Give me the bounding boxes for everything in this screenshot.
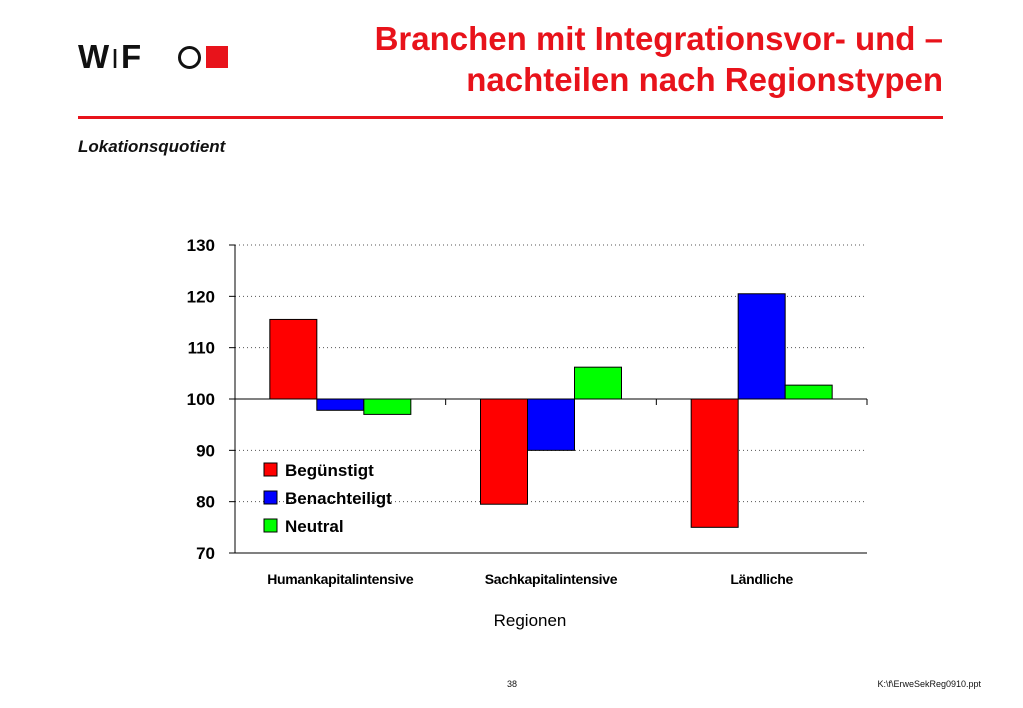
title-line-2: nachteilen nach Regionstypen xyxy=(466,61,943,98)
legend-label: Begünstigt xyxy=(285,461,374,480)
x-axis-title: Regionen xyxy=(494,611,567,630)
bar-begünstigt xyxy=(269,318,318,400)
y-tick-label: 110 xyxy=(188,339,215,358)
file-name: K:\f\ErweSekReg0910.ppt xyxy=(877,679,981,689)
y-tick-label: 120 xyxy=(187,287,215,306)
y-tick-label: 100 xyxy=(187,390,215,409)
x-category-label: Humankapitalintensive xyxy=(267,571,414,587)
x-category-label: Sachkapitalintensive xyxy=(485,571,618,587)
y-tick-label: 70 xyxy=(196,544,215,563)
logo-lettering: WIF xyxy=(78,38,143,75)
legend-label: Benachteiligt xyxy=(285,489,392,508)
title-line-1: Branchen mit Integrationsvor- und – xyxy=(374,20,943,57)
y-tick-label: 80 xyxy=(196,493,215,512)
page-number: 38 xyxy=(506,679,517,689)
bar-neutral xyxy=(784,384,833,400)
chart-subtitle: Lokationsquotient xyxy=(78,137,226,156)
legend-swatch xyxy=(263,462,278,477)
logo-circle-icon xyxy=(178,46,201,69)
bar-begünstigt xyxy=(480,398,528,505)
x-category-label: Ländliche xyxy=(730,571,793,587)
bar-neutral xyxy=(363,398,412,415)
legend-swatch xyxy=(263,518,278,533)
legend-swatch xyxy=(263,490,278,505)
bar-begünstigt xyxy=(690,398,739,528)
logo-square-icon xyxy=(206,46,228,68)
page-title: Branchen mit Integrationsvor- und – nach… xyxy=(243,18,943,100)
legend-label: Neutral xyxy=(285,517,344,536)
bar-neutral xyxy=(574,366,622,400)
y-tick-label: 90 xyxy=(196,441,215,460)
bar-benachteiligt xyxy=(737,293,786,400)
bar-benachteiligt xyxy=(527,398,575,451)
bar-benachteiligt xyxy=(316,398,365,411)
header-divider xyxy=(78,116,943,119)
y-tick-label: 130 xyxy=(187,236,215,255)
